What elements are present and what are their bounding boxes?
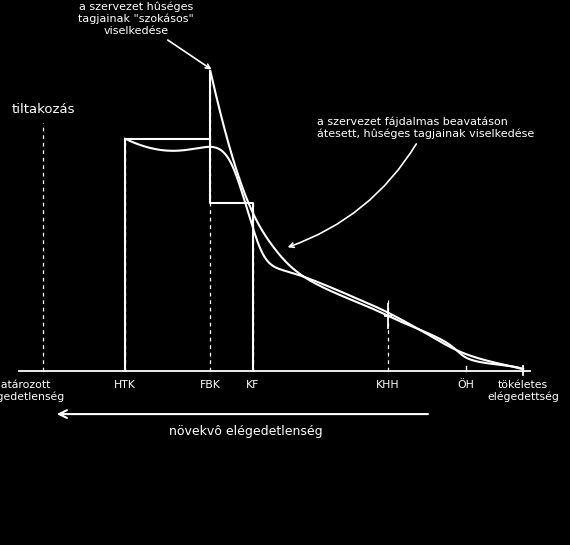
Text: tökéletes
elégedettség: tökéletes elégedettség [487, 380, 559, 402]
Text: tiltakozás: tiltakozás [11, 103, 75, 116]
Text: ÖH: ÖH [458, 380, 475, 390]
Text: FBK: FBK [200, 380, 221, 390]
Text: növekvô elégedetlenség: növekvô elégedetlenség [169, 425, 323, 438]
Text: a szervezet fájdalmas beavatáson
átesett, hûséges tagjainak viselkedése: a szervezet fájdalmas beavatáson átesett… [290, 116, 534, 247]
Text: KF: KF [246, 380, 260, 390]
Text: a szervezet hûséges
tagjainak "szokásos"
viselkedése: a szervezet hûséges tagjainak "szokásos"… [78, 2, 210, 69]
Text: HTK: HTK [114, 380, 136, 390]
Text: KHH: KHH [376, 380, 400, 390]
Text: határozott
elégedetlenség: határozott elégedetlenség [0, 380, 64, 402]
